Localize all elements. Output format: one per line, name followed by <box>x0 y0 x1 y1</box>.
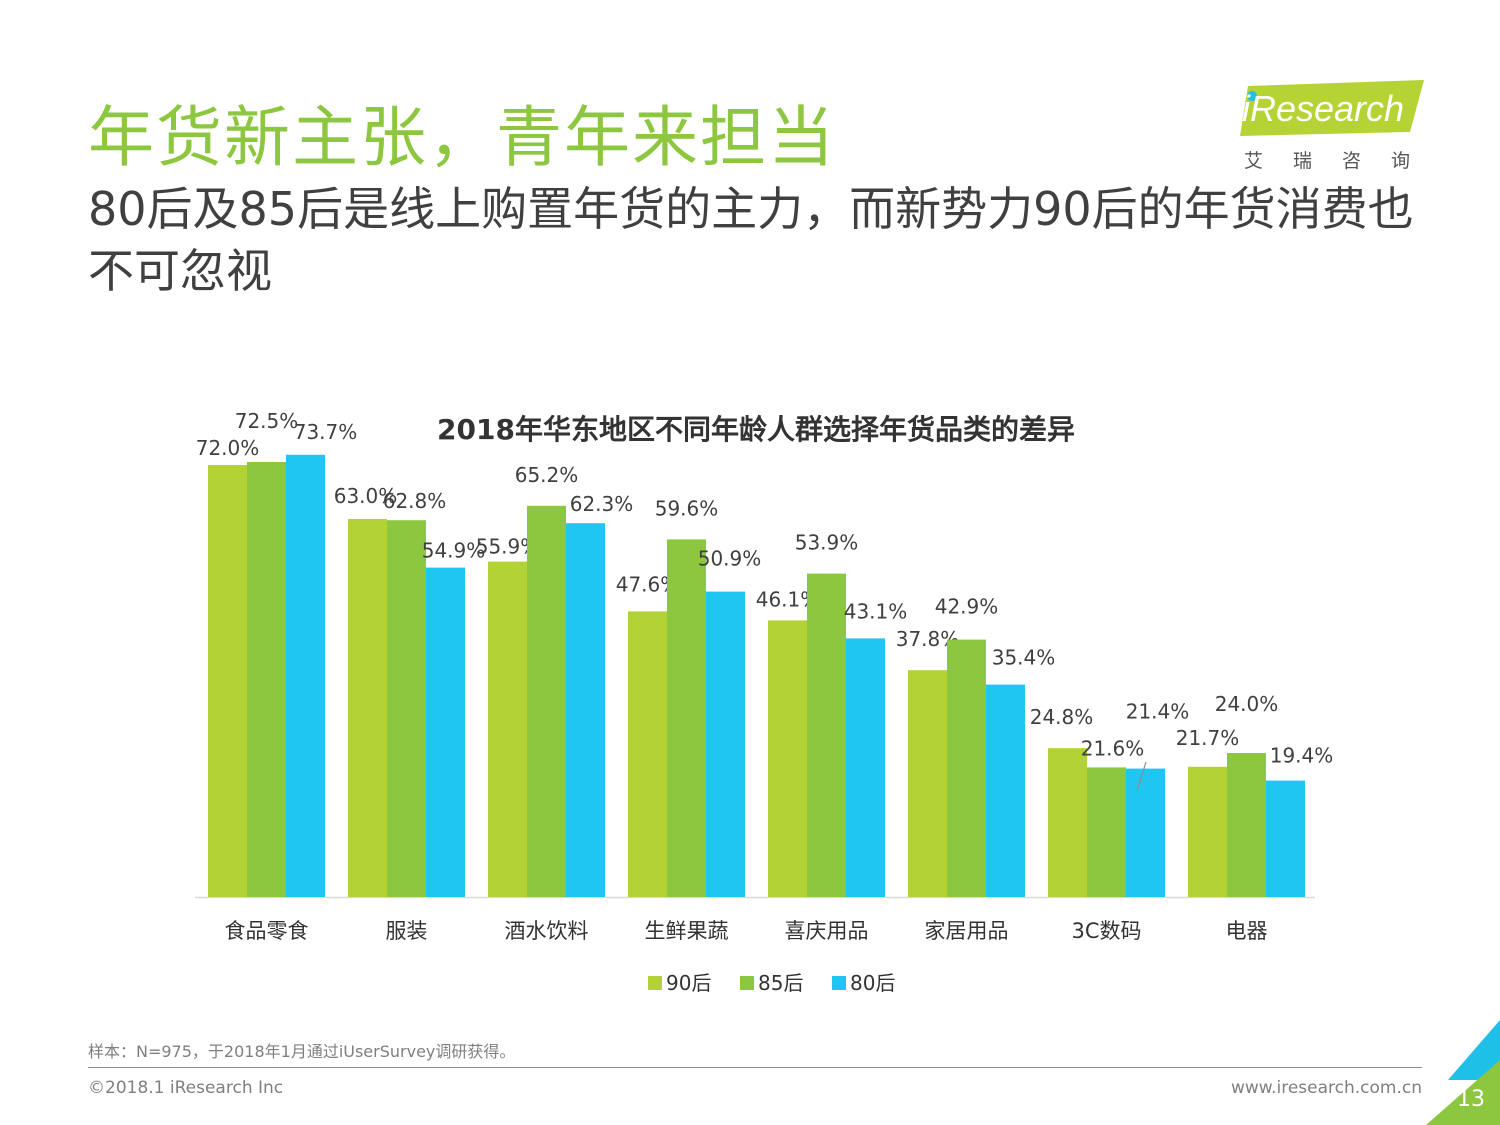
bar-80后-服装 <box>426 567 465 897</box>
bar-90后-酒水饮料 <box>488 561 527 897</box>
bar-90后-生鲜果蔬 <box>628 611 667 897</box>
bar-85后-食品零食 <box>247 462 286 897</box>
logo-chinese-name: 艾瑞咨询 <box>1244 150 1441 172</box>
website-url: www.iresearch.com.cn <box>1230 1078 1422 1098</box>
bar-80后-3C数码 <box>1126 768 1165 897</box>
bar-85后-生鲜果蔬 <box>667 539 706 897</box>
data-label: 24.8% <box>1030 705 1094 729</box>
category-label: 家居用品 <box>925 919 1009 943</box>
iresearch-logo: iResearch 艾瑞咨询 <box>1236 80 1441 172</box>
chart-title: 2018年华东地区不同年龄人群选择年货品类的差异 <box>437 413 1075 446</box>
page-subtitle: 80后及85后是线上购置年货的主力，而新势力90后的年货消费也不可忽视 <box>88 182 1414 298</box>
footer-divider <box>88 1067 1422 1068</box>
bar-85后-喜庆用品 <box>807 573 846 897</box>
category-label: 3C数码 <box>1071 919 1141 943</box>
data-label: 63.0% <box>334 484 398 508</box>
bar-80后-酒水饮料 <box>566 523 605 897</box>
category-label: 电器 <box>1226 919 1268 943</box>
legend-swatch-90后 <box>648 976 662 990</box>
bar-90后-电器 <box>1188 766 1227 897</box>
legend-label: 85后 <box>758 971 803 995</box>
corner-decoration-icon <box>1426 1020 1500 1125</box>
data-label: 50.9% <box>698 547 762 571</box>
bar-80后-食品零食 <box>286 454 325 897</box>
label-leader-line <box>1136 761 1147 792</box>
page-number: 13 <box>1457 1087 1485 1112</box>
copyright: ©2018.1 iResearch Inc <box>88 1078 284 1098</box>
data-label: 43.1% <box>844 599 908 623</box>
bar-80后-生鲜果蔬 <box>706 591 745 897</box>
data-label: 19.4% <box>1270 744 1334 768</box>
data-label: 24.0% <box>1215 692 1279 716</box>
bar-90后-3C数码 <box>1048 748 1087 897</box>
data-label: 21.7% <box>1176 726 1240 750</box>
bar-80后-电器 <box>1266 780 1305 897</box>
data-label: 21.6% <box>1081 736 1145 760</box>
bar-80后-家居用品 <box>986 684 1025 897</box>
data-label: 35.4% <box>992 646 1056 670</box>
data-label: 65.2% <box>515 463 579 487</box>
data-label: 62.3% <box>570 492 634 516</box>
bar-90后-喜庆用品 <box>768 620 807 897</box>
category-label: 服装 <box>386 919 428 943</box>
category-label: 喜庆用品 <box>785 919 869 943</box>
bar-85后-服装 <box>387 520 426 897</box>
bar-90后-食品零食 <box>208 465 247 897</box>
category-label: 生鲜果蔬 <box>645 919 729 943</box>
bar-85后-家居用品 <box>947 639 986 897</box>
sample-note: 样本：N=975，于2018年1月通过iUserSurvey调研获得。 <box>88 1042 516 1061</box>
bar-90后-服装 <box>348 519 387 897</box>
data-label: 42.9% <box>935 595 999 619</box>
bar-90后-家居用品 <box>908 670 947 897</box>
logo-wordmark: iResearch <box>1242 88 1405 129</box>
page-title: 年货新主张，青年来担当 <box>88 99 836 176</box>
data-label: 53.9% <box>795 531 859 555</box>
category-label: 酒水饮料 <box>505 919 589 943</box>
data-label: 72.0% <box>196 436 260 460</box>
bar-85后-3C数码 <box>1087 767 1126 897</box>
bar-80后-喜庆用品 <box>846 638 885 897</box>
legend-label: 80后 <box>850 971 895 995</box>
legend-label: 90后 <box>666 971 711 995</box>
bar-85后-电器 <box>1227 753 1266 897</box>
data-label: 59.6% <box>655 496 719 520</box>
logo-mark-icon <box>1240 80 1424 136</box>
legend-swatch-80后 <box>832 976 846 990</box>
data-label: 54.9% <box>422 539 486 563</box>
data-label: 21.4% <box>1126 700 1190 724</box>
bar-85后-酒水饮料 <box>527 505 566 897</box>
category-label: 食品零食 <box>225 919 309 943</box>
legend-swatch-85后 <box>740 976 754 990</box>
data-label: 72.5% <box>235 409 299 433</box>
data-label: 62.8% <box>383 489 447 513</box>
data-label: 73.7% <box>294 420 358 444</box>
